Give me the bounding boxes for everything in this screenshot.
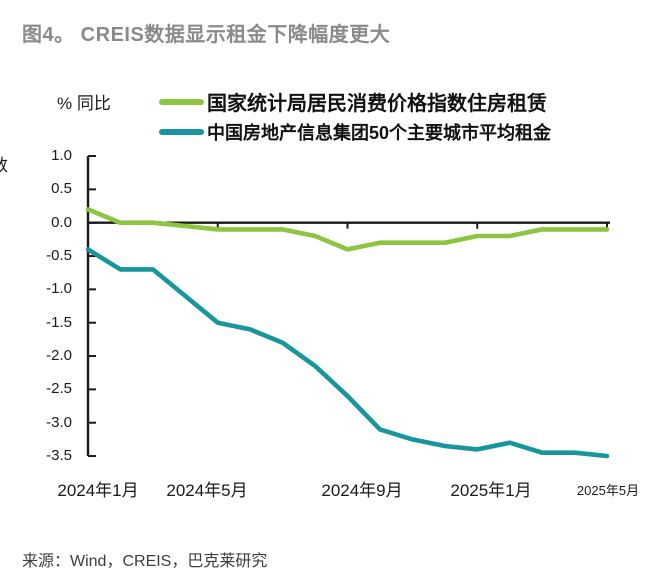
- legend-label-cpi-rent: 国家统计局居民消费价格指数住房租赁: [207, 93, 547, 115]
- y-axis-tick-label: -2.0: [46, 347, 72, 365]
- y-axis-tick-label: -2.5: [46, 380, 72, 398]
- legend-swatch-cpi-rent: [159, 98, 204, 105]
- series-line-cpi-rent: [85, 207, 610, 252]
- legend-item-creis-rent: 中国房地产信息集团50个主要城市平均租金: [159, 119, 551, 145]
- source-note: 来源：Wind，CREIS，巴克莱研究: [22, 553, 268, 570]
- y-axis-tick-label: -3.0: [46, 413, 72, 431]
- y-axis-unit-label: % 同比: [57, 94, 111, 113]
- y-axis-title-partial: 数: [0, 151, 8, 176]
- x-axis-tick-label: 2024年9月: [321, 481, 403, 500]
- y-axis-tick-label: -0.5: [46, 247, 72, 265]
- y-axis-tick-label: -1.0: [46, 280, 72, 298]
- y-axis-tick-label: 1.0: [51, 147, 72, 165]
- x-axis-tick-label: 2025年1月: [450, 481, 532, 500]
- x-axis-tick-label: 2024年5月: [166, 481, 248, 500]
- figure-title: 图4。 CREIS数据显示租金下降幅度更大: [22, 24, 391, 46]
- x-axis-tick-label: 2024年1月: [57, 481, 139, 500]
- y-axis-tick-label: 0.0: [51, 213, 72, 231]
- legend-item-cpi-rent: 国家统计局居民消费价格指数住房租赁: [159, 87, 547, 116]
- y-axis-tick-label: 0.5: [51, 180, 72, 198]
- legend-swatch-creis-rent: [159, 129, 204, 135]
- legend-label-creis-rent: 中国房地产信息集团50个主要城市平均租金: [207, 123, 552, 143]
- series-line-creis-rent: [85, 247, 610, 459]
- y-axis-tick-label: -3.5: [46, 447, 72, 465]
- x-axis-tick-label: 2025年5月: [576, 483, 640, 498]
- y-axis-tick-label: -1.5: [46, 313, 72, 331]
